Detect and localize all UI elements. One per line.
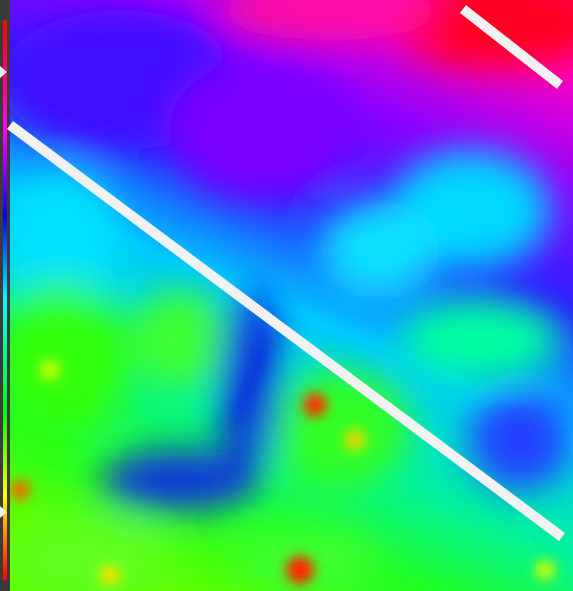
scale-marker <box>0 506 7 518</box>
color-scale <box>3 20 7 580</box>
scale-marker <box>0 66 7 78</box>
transect-line <box>7 120 565 542</box>
transect-line <box>459 5 564 89</box>
